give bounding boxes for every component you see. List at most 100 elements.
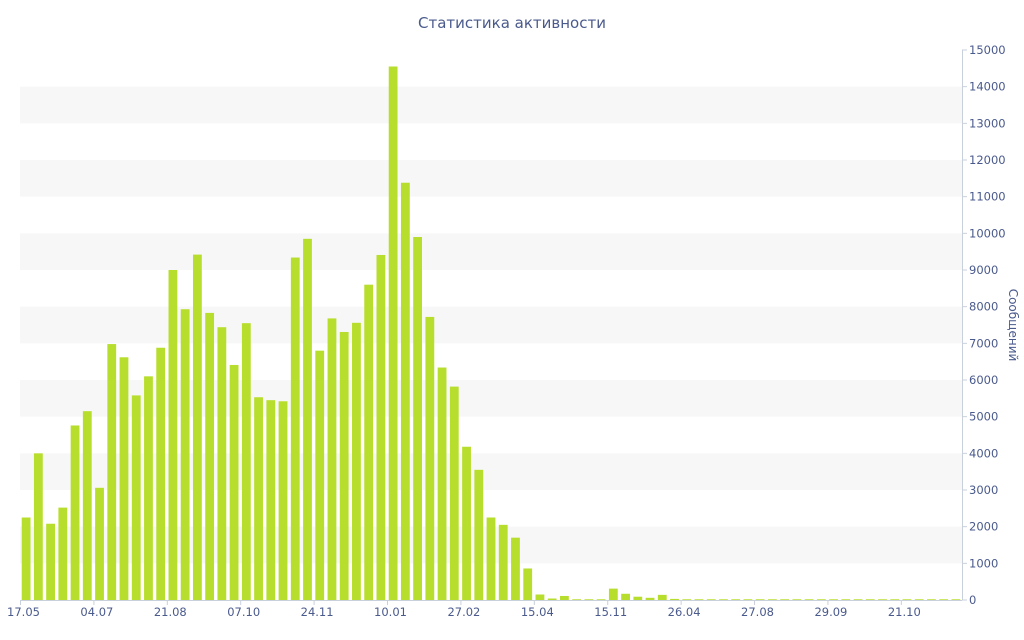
x-tick-label: 17.05	[7, 605, 40, 619]
bar	[241, 323, 251, 600]
bar	[865, 599, 875, 600]
x-tick-label: 29.09	[814, 605, 847, 619]
y-tick-label: 4000	[969, 446, 998, 460]
bar	[767, 599, 777, 600]
bar	[890, 599, 900, 600]
bar	[156, 347, 166, 600]
x-tick-label: 26.04	[668, 605, 701, 619]
bar-series	[21, 66, 961, 601]
axes	[20, 50, 963, 601]
bar	[694, 599, 704, 600]
x-tick-label: 10.01	[374, 605, 407, 619]
bar	[535, 594, 545, 600]
bar	[657, 594, 667, 600]
x-tick-label: 04.07	[80, 605, 113, 619]
bar	[254, 397, 263, 600]
y-tick-label: 14000	[969, 80, 1006, 94]
y-tick-label: 15000	[969, 43, 1006, 57]
bar	[914, 599, 924, 600]
bar	[205, 312, 215, 600]
bar	[437, 367, 447, 600]
bar	[217, 327, 227, 600]
bar	[376, 254, 386, 600]
bar	[33, 453, 43, 600]
bar	[829, 599, 838, 600]
bar	[266, 400, 276, 600]
bar	[327, 318, 337, 600]
bar	[731, 599, 741, 600]
bar	[70, 425, 80, 600]
bar	[902, 599, 912, 600]
chart-title: Статистика активности	[418, 14, 606, 32]
bar	[927, 599, 936, 600]
bar	[58, 507, 68, 600]
grid-band	[20, 233, 962, 270]
bar	[621, 593, 630, 600]
bar	[46, 523, 55, 600]
bar	[486, 517, 496, 600]
bar	[144, 376, 153, 600]
x-axis-ticks: 17.05 04.07 21.08 07.10 24.11 10.01 27.02 15.04…	[7, 600, 921, 619]
bar	[315, 350, 325, 600]
y-tick-label: 3000	[969, 483, 998, 497]
x-tick-label: 24.11	[301, 605, 334, 619]
x-tick-label: 07.10	[227, 605, 260, 619]
bar	[192, 254, 202, 600]
bar	[278, 401, 288, 600]
bar	[792, 599, 802, 600]
bar	[755, 599, 765, 600]
bar	[841, 599, 851, 600]
y-tick-label: 7000	[969, 336, 998, 350]
x-tick-label: 21.10	[888, 605, 921, 619]
bar	[645, 597, 655, 600]
bar	[131, 395, 141, 600]
y-axis-ticks: 0 1000 2000 3000 4000 5000 6000 7000 8000 9000 100…	[962, 43, 1006, 607]
bar	[670, 598, 679, 600]
bar	[449, 386, 459, 600]
bar	[474, 469, 484, 600]
bar	[352, 322, 361, 600]
bar	[719, 599, 728, 600]
bar	[951, 599, 961, 600]
bar	[878, 599, 887, 600]
x-tick-label: 15.04	[521, 605, 554, 619]
bar	[290, 257, 300, 600]
y-tick-label: 0	[969, 593, 976, 607]
bar	[816, 599, 826, 600]
bar	[547, 598, 557, 600]
bar	[511, 537, 520, 600]
grid-band	[20, 306, 962, 344]
bar	[413, 237, 422, 600]
bar	[560, 595, 569, 600]
y-tick-label: 9000	[969, 263, 998, 277]
bar	[21, 517, 31, 600]
y-tick-label: 12000	[969, 153, 1006, 167]
bar	[780, 599, 790, 600]
bar	[682, 599, 692, 600]
bar	[400, 182, 410, 601]
bar	[498, 524, 508, 600]
grid-band	[20, 86, 962, 124]
bar	[608, 588, 618, 600]
bar	[804, 599, 814, 600]
bar	[168, 270, 178, 600]
y-tick-label: 5000	[969, 410, 998, 424]
bar	[82, 411, 92, 600]
bar	[107, 344, 117, 600]
bar	[388, 66, 398, 600]
bar	[523, 568, 533, 600]
bar	[572, 599, 582, 600]
bar	[303, 238, 312, 600]
bar	[596, 599, 606, 600]
bar	[364, 284, 374, 600]
y-tick-label: 6000	[969, 373, 998, 387]
bar	[229, 364, 239, 600]
x-tick-label: 15.11	[594, 605, 627, 619]
bar	[180, 309, 190, 600]
bar	[95, 487, 104, 600]
grid-band	[20, 160, 962, 197]
bar	[462, 446, 471, 600]
y-tick-label: 13000	[969, 116, 1006, 130]
x-tick-label: 27.08	[741, 605, 774, 619]
